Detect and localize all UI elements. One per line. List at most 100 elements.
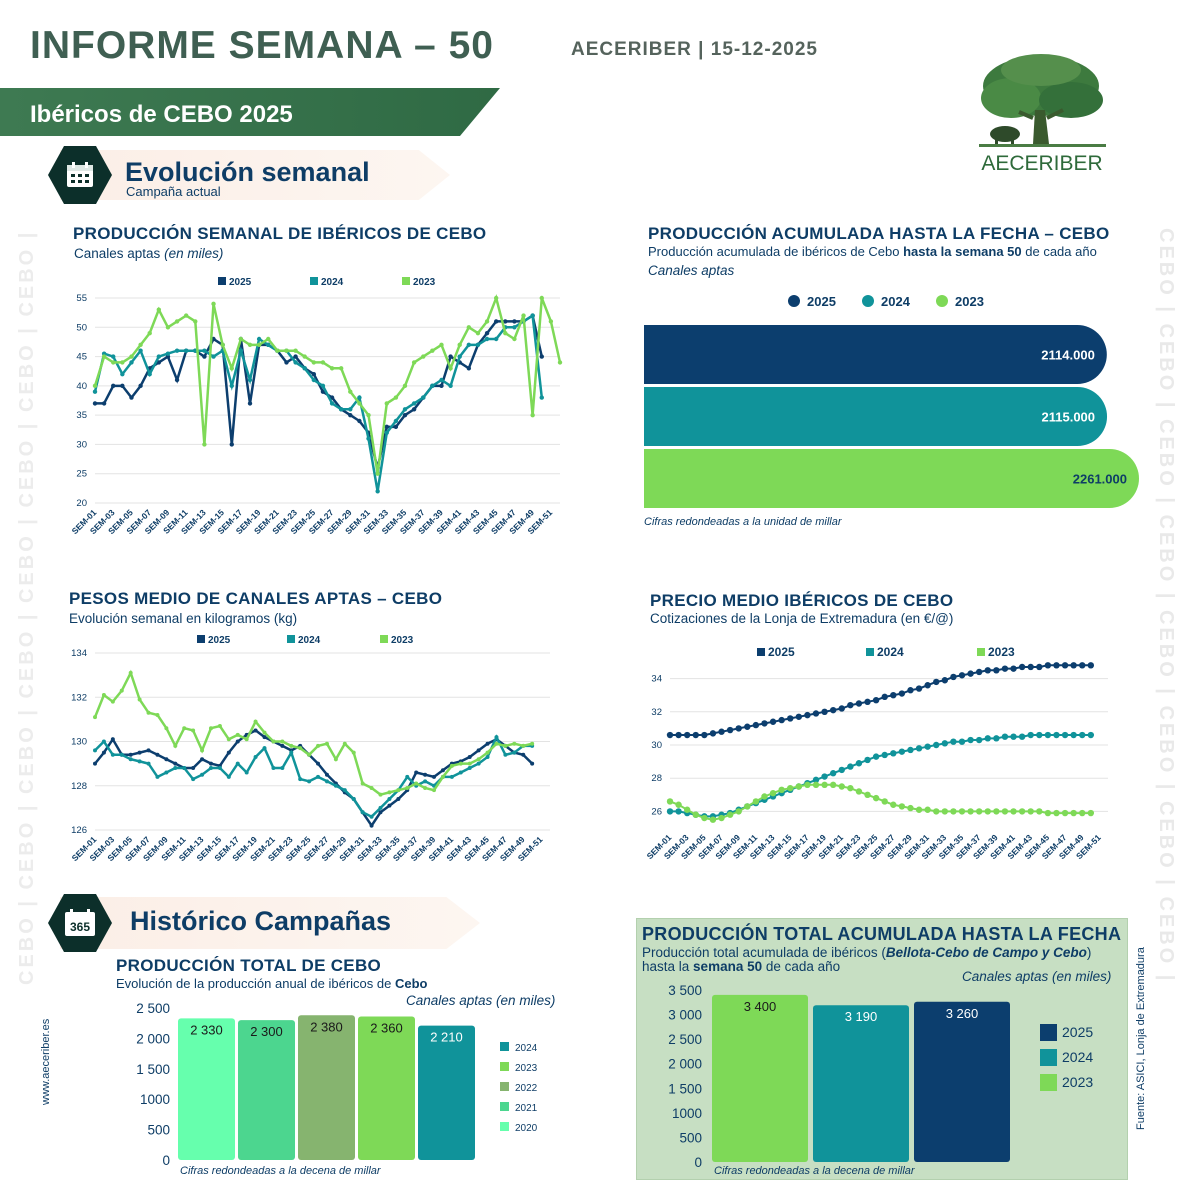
bar-label: 2 360 [370, 1021, 403, 1036]
point-2024 [101, 739, 106, 744]
point-2023 [847, 784, 854, 792]
series-line-2025 [95, 313, 544, 469]
y-tick-label: 130 [71, 737, 87, 748]
point-2025 [872, 696, 880, 704]
point-2023 [503, 743, 508, 748]
point-2023 [119, 688, 124, 693]
point-2025 [247, 401, 253, 406]
point-2023 [872, 794, 880, 802]
point-2024 [320, 383, 326, 389]
point-2023 [864, 791, 871, 798]
point-2025 [718, 728, 725, 735]
point-2023 [298, 746, 303, 751]
point-2023 [1061, 809, 1069, 817]
bar-2025 [914, 1001, 1010, 1162]
bar-label: 2261.000 [1073, 472, 1127, 487]
point-2023 [183, 313, 189, 318]
historical-production-chart: 0 500 1000 1 500 2 000 2 500 2 330 2 300 2 380 2 … [136, 1001, 538, 1177]
point-2024 [898, 748, 906, 755]
point-2025 [484, 330, 490, 336]
legend-label-2024: 2024 [881, 294, 911, 309]
point-2024 [129, 360, 134, 365]
legend-swatch-2021 [500, 1102, 509, 1111]
side-decoration-right: CEBO | CEBO | CEBO | CEBO | CEBO | CEBO … [1155, 228, 1177, 988]
point-2024 [311, 377, 317, 383]
point-2023 [838, 783, 845, 790]
point-2023 [266, 336, 271, 342]
bar-label: 3 400 [744, 999, 777, 1014]
legend-label-2023: 2023 [391, 635, 414, 646]
point-2024 [174, 348, 180, 353]
legend-dot-2025 [788, 295, 800, 307]
point-2023 [924, 806, 931, 813]
y-tick-label: 50 [76, 322, 87, 333]
point-2023 [778, 786, 785, 794]
y-tick-label: 134 [71, 648, 87, 659]
section-banner [0, 88, 500, 136]
hist-chart-title: PRODUCCIÓN TOTAL DE CEBO [116, 956, 382, 975]
bar-2024 [813, 1005, 909, 1162]
legend-label-2025: 2025 [208, 635, 231, 646]
point-2024 [423, 779, 428, 784]
point-2025 [795, 713, 803, 720]
y-tick-label: 1000 [140, 1092, 170, 1107]
point-2023 [1070, 809, 1077, 817]
legend-label-2021: 2021 [515, 1103, 538, 1114]
legend-swatch-2025 [218, 277, 226, 285]
bar-2023 [712, 994, 808, 1162]
legend-swatch-2024 [310, 277, 318, 285]
legend-swatch-2023 [402, 277, 410, 285]
website-url[interactable]: www.aeceriber.es [40, 1018, 52, 1105]
y-tick-label: 1 500 [136, 1062, 170, 1077]
point-2023 [467, 761, 472, 766]
point-2023 [975, 808, 983, 815]
point-2023 [329, 366, 335, 371]
y-tick-label: 500 [679, 1130, 702, 1145]
point-2023 [539, 295, 544, 301]
point-2025 [804, 711, 811, 719]
point-2023 [275, 348, 280, 353]
point-2023 [101, 354, 107, 359]
point-2025 [393, 424, 399, 430]
point-2025 [829, 706, 837, 714]
point-2025 [521, 752, 526, 757]
point-2023 [137, 697, 142, 702]
point-2024 [449, 774, 454, 779]
point-2024 [238, 348, 244, 353]
point-2024 [829, 770, 837, 777]
point-2023 [238, 336, 244, 342]
point-2024 [164, 770, 169, 775]
point-2023 [202, 442, 207, 447]
calendar-icon [48, 146, 112, 204]
point-2024 [262, 746, 267, 751]
point-2023 [405, 785, 410, 790]
point-2023 [247, 342, 253, 348]
bar-2024 [644, 387, 1108, 446]
bar-2020 [178, 1018, 235, 1160]
point-2023 [384, 401, 389, 406]
point-2025 [675, 731, 682, 739]
y-tick-label: 2 500 [136, 1001, 170, 1016]
y-tick-label: 30 [76, 439, 87, 450]
accum-chart-subtitle2: Canales aptas [648, 263, 735, 278]
point-2024 [503, 752, 508, 757]
y-tick-label: 32 [651, 707, 662, 718]
point-2023 [208, 726, 213, 731]
point-2025 [1044, 662, 1052, 669]
y-tick-label: 20 [76, 498, 87, 509]
point-2023 [761, 793, 768, 800]
section-pill-2 [60, 897, 480, 949]
accum-note: Cifras redondeadas a la unidad de millar [644, 516, 843, 528]
point-2023 [432, 788, 437, 793]
point-2023 [726, 811, 734, 818]
point-2025 [262, 735, 267, 740]
point-2023 [795, 783, 803, 790]
point-2025 [311, 371, 317, 377]
point-2024 [244, 770, 249, 775]
y-tick-label: 28 [651, 773, 662, 784]
point-2024 [280, 766, 285, 771]
bar-label: 2 330 [190, 1022, 223, 1037]
point-2024 [138, 348, 143, 353]
y-tick-label: 126 [71, 825, 87, 836]
point-2025 [950, 673, 957, 681]
